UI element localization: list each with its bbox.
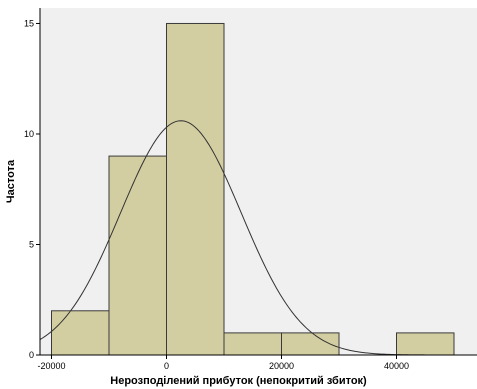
histogram-bar — [223, 332, 282, 356]
x-axis-title: Нерозподілений прибуток (непокритий збит… — [110, 375, 367, 387]
y-tick-label: 5 — [29, 239, 34, 249]
histogram-bar — [108, 155, 167, 356]
x-tick-label: -20000 — [37, 361, 65, 371]
y-axis-title: Частота — [5, 159, 17, 203]
plot-area — [40, 8, 477, 355]
histogram-bar — [396, 332, 455, 356]
y-axis-ticks: 0 5 10 15 — [24, 18, 40, 360]
histogram-bar — [51, 310, 110, 356]
y-tick-label: 10 — [24, 129, 34, 139]
y-tick-label: 0 — [29, 350, 34, 360]
x-axis-ticks: -20000 0 20000 40000 — [37, 355, 409, 371]
histogram-bars — [51, 22, 455, 356]
x-tick-label: 0 — [164, 361, 169, 371]
x-tick-label: 20000 — [269, 361, 294, 371]
y-tick-label: 15 — [24, 18, 34, 28]
x-tick-label: 40000 — [384, 361, 409, 371]
histogram-bar — [166, 22, 225, 356]
